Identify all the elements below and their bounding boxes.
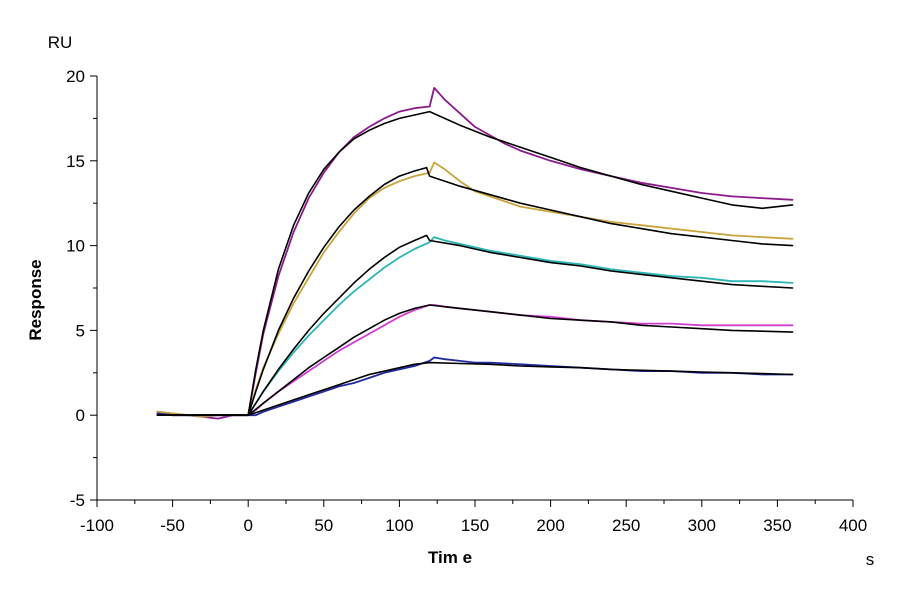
series-layer bbox=[156, 87, 794, 420]
y-tick-label: 0 bbox=[76, 406, 85, 425]
fit-curve-8 bbox=[156, 304, 794, 417]
x-tick-label: -50 bbox=[160, 516, 185, 535]
axes bbox=[96, 76, 853, 501]
x-tick-label: 300 bbox=[688, 516, 716, 535]
x-tick-label: -100 bbox=[80, 516, 114, 535]
y-tick-label: 15 bbox=[66, 152, 85, 171]
measured-curve-0 bbox=[156, 87, 794, 420]
x-tick-label: 200 bbox=[536, 516, 564, 535]
y-tick-label: 10 bbox=[66, 237, 85, 256]
fit-curve-7 bbox=[156, 234, 794, 417]
y-tick-label: -5 bbox=[70, 491, 85, 510]
y-tick-label: 5 bbox=[76, 321, 85, 340]
x-tick-label: 400 bbox=[839, 516, 867, 535]
x-tick-label: 100 bbox=[385, 516, 413, 535]
x-tick-label: 150 bbox=[461, 516, 489, 535]
x-unit-label: s bbox=[866, 550, 875, 569]
x-tick-label: 0 bbox=[243, 516, 252, 535]
measured-curve-1 bbox=[156, 161, 794, 418]
fit-curve-9 bbox=[156, 361, 794, 417]
y-axis-title: Response bbox=[26, 259, 45, 340]
fit-curve-5 bbox=[156, 110, 794, 417]
x-tick-label: 250 bbox=[612, 516, 640, 535]
y-tick-label: 20 bbox=[66, 67, 85, 86]
x-axis-title: Tim e bbox=[428, 548, 472, 567]
y-unit-label: RU bbox=[48, 33, 73, 52]
x-tick-label: 350 bbox=[763, 516, 791, 535]
x-tick-label: 50 bbox=[314, 516, 333, 535]
y-ticks: -5 0 5 10 15 20 bbox=[66, 67, 97, 510]
x-ticks: -100 -50 0 50 100 150 200 250 300 350 400 bbox=[80, 500, 867, 535]
fit-curve-6 bbox=[156, 166, 794, 417]
